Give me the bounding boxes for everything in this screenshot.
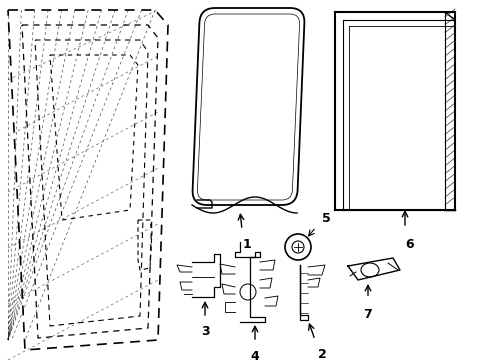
Text: 7: 7 (363, 308, 372, 321)
Text: 2: 2 (317, 348, 325, 360)
Text: 4: 4 (250, 350, 259, 360)
Ellipse shape (360, 263, 378, 277)
Text: 6: 6 (405, 238, 413, 251)
Text: 5: 5 (321, 212, 330, 225)
Text: 1: 1 (242, 238, 251, 251)
Text: 3: 3 (200, 325, 209, 338)
